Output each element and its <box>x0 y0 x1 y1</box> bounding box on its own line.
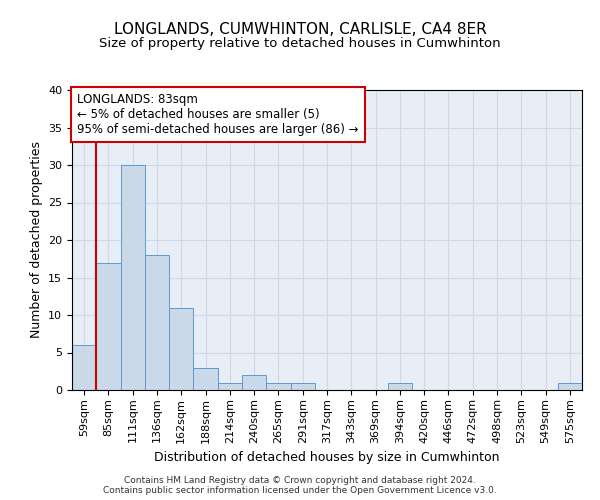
Bar <box>145 255 169 390</box>
X-axis label: Distribution of detached houses by size in Cumwhinton: Distribution of detached houses by size … <box>154 451 500 464</box>
Bar <box>193 368 218 390</box>
Bar <box>558 382 582 390</box>
Y-axis label: Number of detached properties: Number of detached properties <box>29 142 43 338</box>
Bar <box>218 382 242 390</box>
Bar <box>290 382 315 390</box>
Text: LONGLANDS, CUMWHINTON, CARLISLE, CA4 8ER: LONGLANDS, CUMWHINTON, CARLISLE, CA4 8ER <box>113 22 487 38</box>
Text: Size of property relative to detached houses in Cumwhinton: Size of property relative to detached ho… <box>99 38 501 51</box>
Bar <box>121 165 145 390</box>
Bar <box>72 345 96 390</box>
Text: Contains HM Land Registry data © Crown copyright and database right 2024.
Contai: Contains HM Land Registry data © Crown c… <box>103 476 497 495</box>
Bar <box>266 382 290 390</box>
Bar <box>388 382 412 390</box>
Bar <box>96 262 121 390</box>
Bar <box>169 308 193 390</box>
Bar <box>242 375 266 390</box>
Text: LONGLANDS: 83sqm
← 5% of detached houses are smaller (5)
95% of semi-detached ho: LONGLANDS: 83sqm ← 5% of detached houses… <box>77 93 359 136</box>
